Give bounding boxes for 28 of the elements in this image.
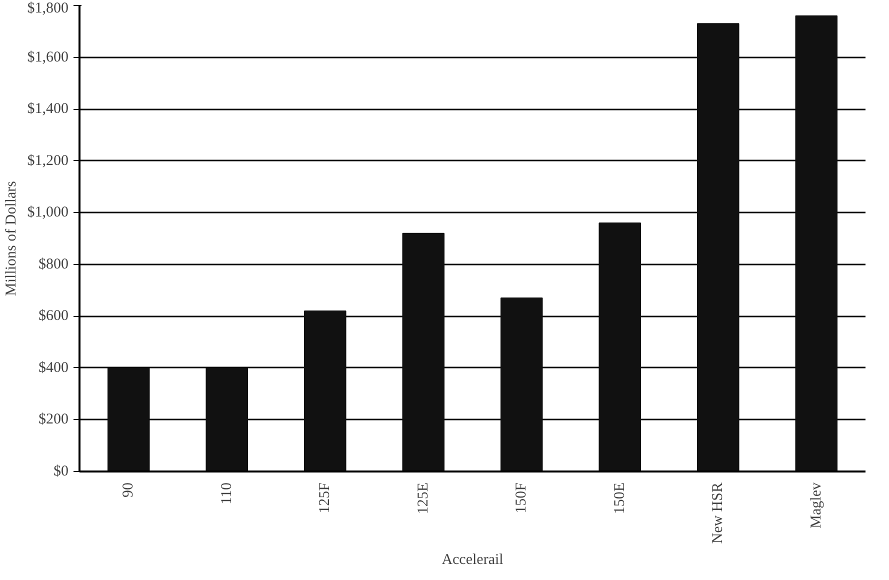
x-tick-label: 150F	[514, 482, 530, 514]
bar	[402, 232, 445, 472]
y-tick-label: $1,200	[27, 152, 68, 169]
y-tick-label: $800	[38, 256, 68, 272]
y-tick-label: $1,600	[27, 49, 68, 66]
bar	[696, 23, 740, 472]
x-tick-label: 150E	[612, 482, 628, 514]
x-tick-label: 125E	[415, 482, 432, 514]
y-tick-label: $400	[38, 360, 68, 376]
x-tick-label: Maglev	[808, 482, 824, 528]
x-tick-label: 90	[120, 482, 137, 498]
bar	[795, 15, 838, 472]
y-tick-label: $600	[38, 308, 68, 324]
y-tick-label: $1,000	[27, 204, 68, 221]
bar	[598, 222, 642, 472]
x-tick-label: 110	[218, 482, 235, 504]
bar	[107, 367, 150, 472]
x-axis-title: Accelerail	[442, 552, 504, 568]
y-tick-label: $0	[54, 464, 68, 480]
y-tick-label: $1,800	[27, 0, 68, 16]
bar	[500, 298, 543, 472]
y-tick-label: $1,400	[27, 101, 68, 118]
bar	[304, 310, 346, 472]
y-axis-title: Millions of Dollars	[3, 180, 20, 296]
x-tick-label: 125F	[317, 482, 334, 514]
bar	[206, 367, 248, 472]
x-tick-label: New HSR	[710, 482, 726, 544]
y-tick-label: $200	[38, 412, 68, 428]
